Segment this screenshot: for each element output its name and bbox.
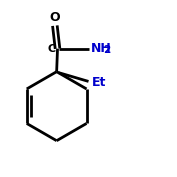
- Text: Et: Et: [92, 76, 106, 89]
- Text: C: C: [47, 44, 55, 54]
- Text: 2: 2: [103, 45, 110, 55]
- Text: NH: NH: [91, 42, 112, 55]
- Text: O: O: [50, 11, 60, 24]
